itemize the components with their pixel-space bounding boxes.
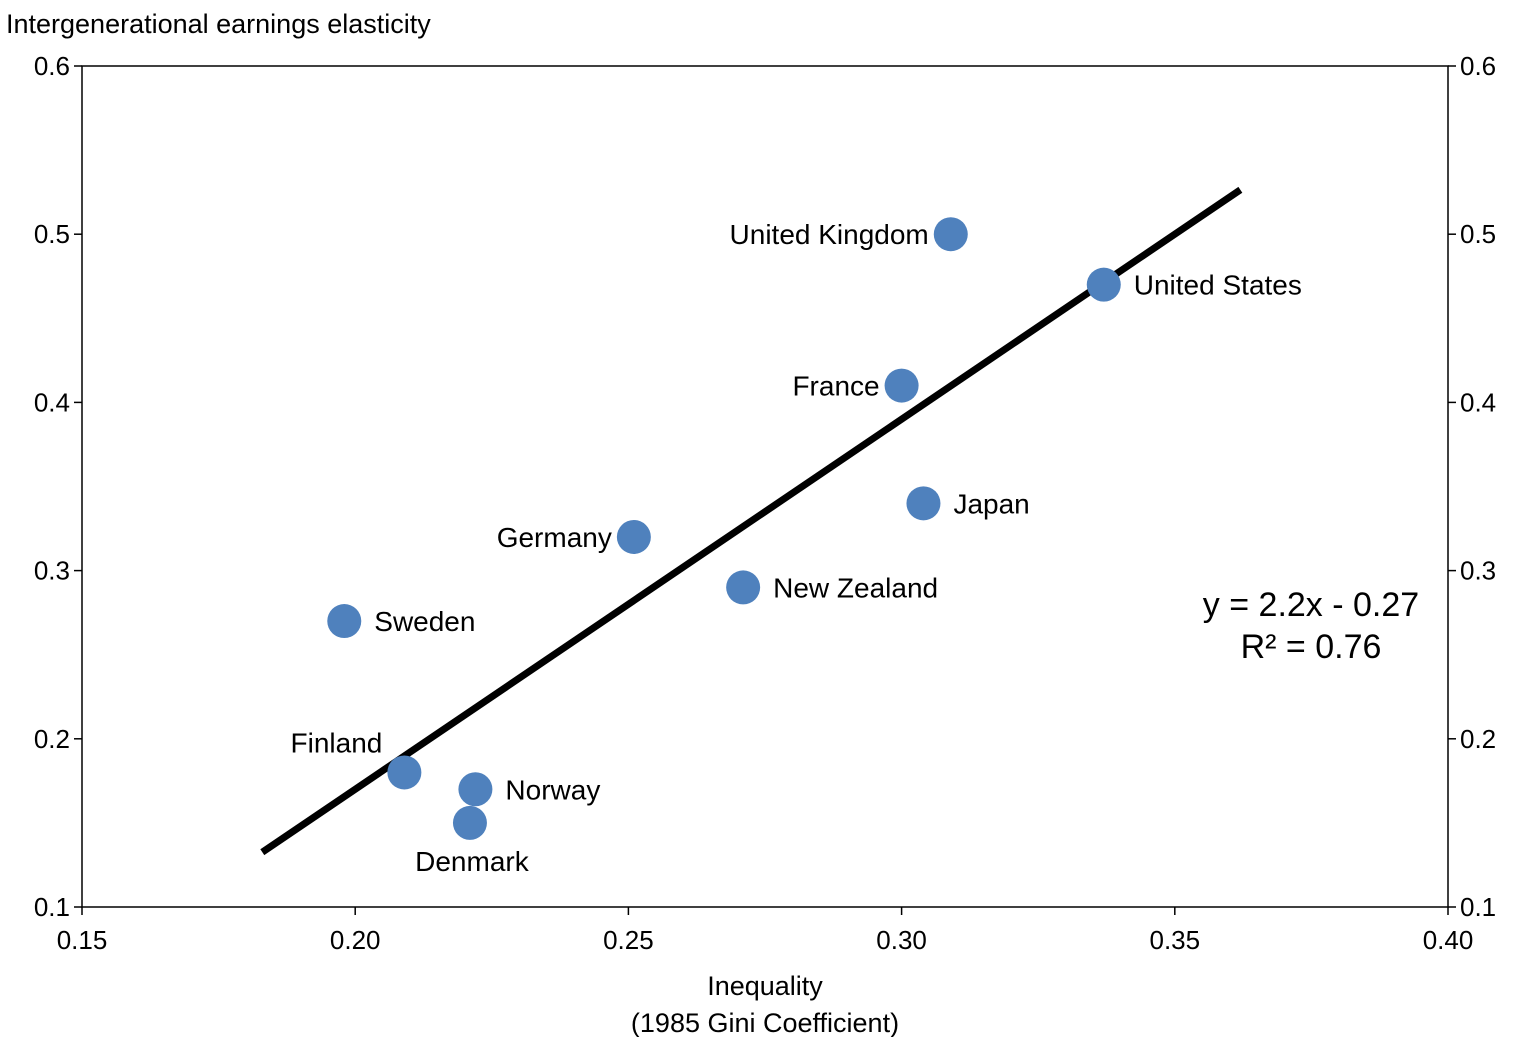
data-point-label: Sweden xyxy=(374,606,475,637)
y-tick-label: 0.3 xyxy=(34,556,70,586)
y-axis-right: 0.1 0.2 0.3 0.4 0.5 0.6 xyxy=(1448,51,1496,922)
data-point xyxy=(616,519,651,554)
trendline-r-squared: R² = 0.76 xyxy=(1241,628,1382,666)
y-axis-title: Intergenerational earnings elasticity xyxy=(6,9,431,39)
x-tick-label: 0.40 xyxy=(1423,925,1474,955)
x-tick-label: 0.15 xyxy=(57,925,108,955)
trendline xyxy=(260,186,1243,856)
data-point xyxy=(884,368,919,403)
data-point-label: Japan xyxy=(953,488,1029,519)
x-tick-label: 0.20 xyxy=(330,925,381,955)
data-point-label: Norway xyxy=(505,774,600,805)
data-point xyxy=(933,217,968,252)
point-labels: United Kingdom United States France Japan Ge… xyxy=(291,219,1302,877)
plot-area-frame xyxy=(81,65,1449,908)
y-tick-label: 0.1 xyxy=(34,892,70,922)
data-point xyxy=(458,772,493,807)
x-tick-label: 0.25 xyxy=(603,925,654,955)
y2-tick-label: 0.5 xyxy=(1460,219,1496,249)
data-point-label: Finland xyxy=(291,727,383,758)
data-point xyxy=(906,486,941,521)
data-point-label: Germany xyxy=(497,522,612,553)
y-tick-label: 0.2 xyxy=(34,724,70,754)
x-axis-title-line-2: (1985 Gini Coefficient) xyxy=(631,1008,899,1037)
x-axis-title-line-1: Inequality xyxy=(707,971,823,1001)
y-tick-label: 0.4 xyxy=(34,387,70,417)
data-point xyxy=(387,755,422,790)
data-point xyxy=(726,570,761,605)
x-tick-label: 0.35 xyxy=(1149,925,1200,955)
data-point-label: United States xyxy=(1134,270,1302,301)
y2-tick-label: 0.3 xyxy=(1460,556,1496,586)
x-axis: 0.15 0.20 0.25 0.30 0.35 0.40 xyxy=(57,907,1474,955)
data-point xyxy=(452,805,487,840)
y2-tick-label: 0.6 xyxy=(1460,51,1496,81)
y2-tick-label: 0.2 xyxy=(1460,724,1496,754)
y-tick-label: 0.5 xyxy=(34,219,70,249)
data-point-label: New Zealand xyxy=(773,572,938,603)
y2-tick-label: 0.4 xyxy=(1460,387,1496,417)
data-point-label: France xyxy=(792,371,879,402)
y2-tick-label: 0.1 xyxy=(1460,892,1496,922)
trendline-equation: y = 2.2x - 0.27 xyxy=(1203,586,1419,624)
data-point xyxy=(327,604,362,639)
y-axis-left: 0.1 0.2 0.3 0.4 0.5 0.6 xyxy=(34,51,82,922)
data-point-label: United Kingdom xyxy=(730,219,929,250)
data-point xyxy=(1086,267,1121,302)
data-points xyxy=(327,217,1121,840)
x-tick-label: 0.30 xyxy=(876,925,927,955)
y-tick-label: 0.6 xyxy=(34,51,70,81)
data-point-label: Denmark xyxy=(415,846,530,877)
